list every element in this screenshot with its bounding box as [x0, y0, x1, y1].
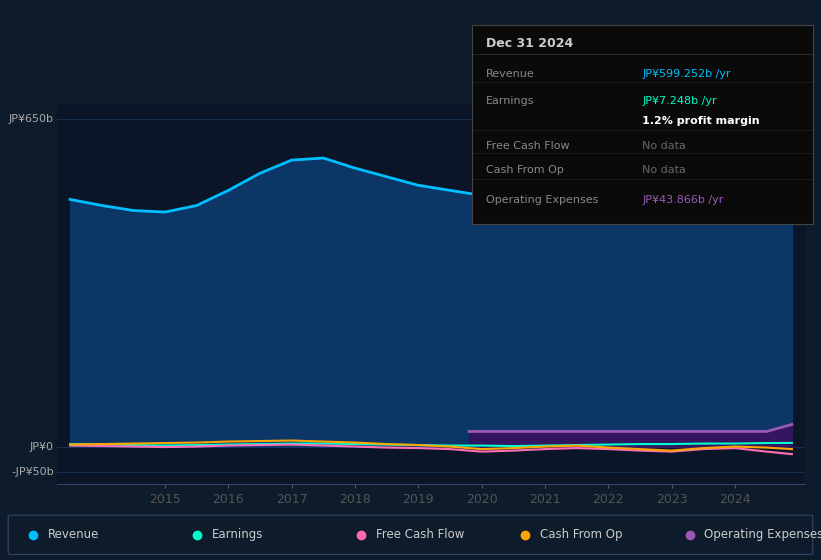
Text: Dec 31 2024: Dec 31 2024: [486, 37, 573, 50]
Text: Earnings: Earnings: [212, 528, 264, 542]
Text: Operating Expenses: Operating Expenses: [486, 195, 598, 205]
Text: Cash From Op: Cash From Op: [486, 165, 563, 175]
Text: JP¥599.252b /yr: JP¥599.252b /yr: [643, 69, 731, 79]
Text: No data: No data: [643, 141, 686, 151]
Text: Free Cash Flow: Free Cash Flow: [486, 141, 569, 151]
Text: Earnings: Earnings: [486, 96, 534, 106]
Text: JP¥0: JP¥0: [30, 442, 53, 451]
Text: Operating Expenses: Operating Expenses: [704, 528, 821, 542]
Text: Cash From Op: Cash From Op: [540, 528, 622, 542]
Text: -JP¥50b: -JP¥50b: [11, 467, 53, 477]
Text: JP¥43.866b /yr: JP¥43.866b /yr: [643, 195, 724, 205]
Text: Revenue: Revenue: [486, 69, 534, 79]
Text: No data: No data: [643, 165, 686, 175]
Text: Free Cash Flow: Free Cash Flow: [376, 528, 465, 542]
Text: JP¥650b: JP¥650b: [9, 114, 53, 124]
Text: JP¥7.248b /yr: JP¥7.248b /yr: [643, 96, 717, 106]
Text: 1.2% profit margin: 1.2% profit margin: [643, 116, 760, 125]
Text: Revenue: Revenue: [48, 528, 99, 542]
